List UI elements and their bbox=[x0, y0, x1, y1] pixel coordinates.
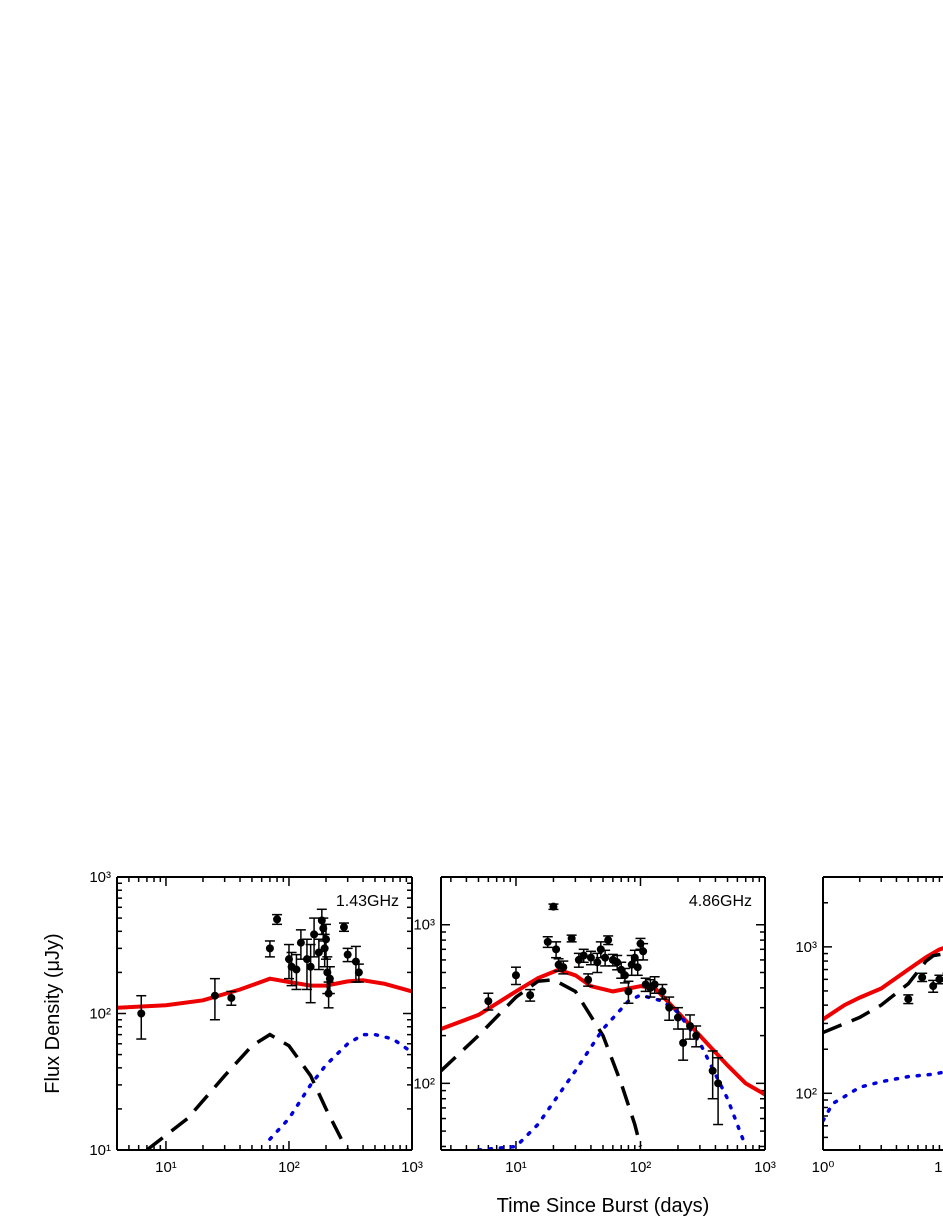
dotted-curve bbox=[476, 993, 748, 1150]
annotation: 4.86GHz bbox=[689, 893, 752, 910]
data-point bbox=[620, 971, 629, 980]
data-point bbox=[665, 1003, 674, 1012]
data-point bbox=[596, 945, 605, 954]
data-point bbox=[567, 934, 576, 943]
data-point bbox=[714, 1079, 723, 1088]
data-point bbox=[314, 948, 323, 957]
dotted-curve bbox=[268, 1032, 412, 1141]
data-point bbox=[593, 958, 602, 967]
data-point bbox=[679, 1038, 688, 1047]
data-point bbox=[137, 1009, 146, 1018]
data-point bbox=[918, 973, 927, 982]
data-point bbox=[322, 935, 331, 944]
data-point bbox=[633, 963, 642, 972]
data-point bbox=[658, 987, 667, 996]
data-point bbox=[343, 950, 352, 959]
data-point bbox=[549, 902, 558, 911]
data-point bbox=[292, 965, 301, 974]
data-point bbox=[310, 930, 319, 939]
data-point bbox=[543, 937, 552, 946]
data-point bbox=[584, 975, 593, 984]
y-tick-label: 10² bbox=[795, 1085, 817, 1102]
data-point bbox=[296, 938, 305, 947]
x-tick-label: 10³ bbox=[401, 1159, 423, 1176]
data-point bbox=[325, 974, 334, 983]
plot-area bbox=[117, 908, 412, 1150]
data-point bbox=[511, 971, 520, 980]
x-tick-label: 10¹ bbox=[934, 1159, 943, 1176]
annotation: 1.43GHz bbox=[336, 893, 399, 910]
solid-curve bbox=[117, 976, 412, 1010]
y-tick-label: 10¹ bbox=[89, 1142, 111, 1159]
solid-curve bbox=[823, 946, 943, 1021]
data-point bbox=[302, 955, 311, 964]
data-point bbox=[650, 980, 659, 989]
data-point bbox=[552, 945, 561, 954]
data-point bbox=[624, 987, 633, 996]
data-point bbox=[673, 1013, 682, 1022]
panel: 10¹ 10² 10³ 10¹ 10² 10³ 1.43GHz Flux Density (μ… bbox=[42, 869, 423, 1176]
x-tick-label: 10¹ bbox=[505, 1159, 527, 1176]
data-point bbox=[339, 923, 348, 932]
data-point bbox=[604, 936, 613, 945]
x-axis-label: Time Since Burst (days) bbox=[497, 1195, 710, 1217]
dashed-curve bbox=[145, 1032, 350, 1150]
data-point bbox=[320, 944, 329, 953]
plot-area bbox=[441, 902, 765, 1150]
plot-area bbox=[823, 946, 943, 1123]
data-point bbox=[526, 991, 535, 1000]
x-tick-label: 10⁰ bbox=[812, 1159, 835, 1176]
y-axis-label: Flux Density (μJy) bbox=[42, 933, 64, 1093]
x-tick-label: 10¹ bbox=[155, 1159, 177, 1176]
dashed-curve bbox=[441, 977, 643, 1147]
y-tick-label: 10³ bbox=[795, 939, 817, 956]
data-point bbox=[708, 1066, 717, 1075]
data-point bbox=[354, 968, 363, 977]
x-tick-label: 10² bbox=[630, 1159, 652, 1176]
solid-curve bbox=[441, 967, 765, 1097]
dotted-curve bbox=[823, 1070, 943, 1123]
data-point bbox=[627, 960, 636, 969]
panel: 10¹ 10² 10³ 10² 10³ 4.86GHz Time Since Burst (… bbox=[413, 876, 776, 1217]
x-tick-label: 10² bbox=[278, 1159, 300, 1176]
y-tick-label: 10² bbox=[413, 1075, 435, 1092]
data-point bbox=[586, 953, 595, 962]
data-point bbox=[559, 963, 568, 972]
data-point bbox=[601, 953, 610, 962]
data-point bbox=[686, 1021, 695, 1030]
data-point bbox=[306, 962, 315, 971]
y-tick-label: 10² bbox=[89, 1006, 111, 1023]
data-point bbox=[273, 915, 282, 924]
panel: 10⁰ 10¹ 10² 10³ bbox=[795, 876, 943, 1176]
data-point bbox=[935, 975, 943, 984]
data-point bbox=[265, 944, 274, 953]
data-point bbox=[692, 1031, 701, 1040]
data-point bbox=[904, 995, 913, 1004]
y-tick-label: 10³ bbox=[89, 869, 111, 886]
x-tick-label: 10³ bbox=[754, 1159, 776, 1176]
y-tick-label: 10³ bbox=[413, 917, 435, 934]
dashed-curve bbox=[823, 952, 943, 1035]
data-point bbox=[579, 951, 588, 960]
data-point bbox=[639, 947, 648, 956]
data-point bbox=[227, 993, 236, 1002]
data-point bbox=[210, 991, 219, 1000]
data-point bbox=[484, 997, 493, 1006]
